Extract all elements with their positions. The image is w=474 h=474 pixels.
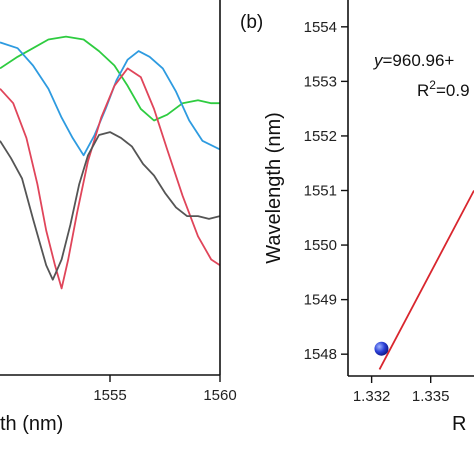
panel-a-series-group <box>0 35 220 290</box>
panel-a-series-line-1 <box>0 35 220 122</box>
panel-a-x-tick-label-2: 1560 <box>203 387 236 404</box>
fit-equation-var: y <box>373 51 384 70</box>
panel-a-x-axis-title: th (nm) <box>0 413 63 435</box>
r-squared-body: =0.9 <box>436 81 470 100</box>
panel-b: (b) 1548 1549 1550 1551 1552 1553 1554 1.332 1.3… <box>240 0 474 435</box>
panel-b-y-tick-label-5: 1552 <box>304 128 337 145</box>
fit-line <box>378 190 474 370</box>
fit-equation-body: =960.96+ <box>383 51 455 70</box>
panel-a-series-line-4 <box>0 131 220 281</box>
panel-a-ticks: 1555 1560 <box>93 375 237 404</box>
panel-b-y-tick-label-7: 1554 <box>304 19 337 36</box>
fit-equation: y=960.96+ <box>373 51 454 70</box>
panel-a-series-line-2 <box>0 41 220 157</box>
r-squared-sup: 2 <box>429 78 436 92</box>
panel-a-series-line-3 <box>0 67 220 290</box>
panel-b-marks <box>374 190 474 370</box>
panel-b-y-axis-title: Wavelength (nm) <box>263 112 285 264</box>
data-point-1 <box>374 341 389 356</box>
panel-b-ticks: 1548 1549 1550 1551 1552 1553 1554 1.332 1.335 <box>304 19 450 405</box>
panel-a-x-tick-label-1: 1555 <box>93 387 126 404</box>
panel-b-y-tick-label-3: 1550 <box>304 237 337 254</box>
panel-b-x-axis-title: R <box>452 413 466 435</box>
panel-b-y-tick-label-4: 1551 <box>304 183 337 200</box>
panel-b-y-tick-label-2: 1549 <box>304 292 337 309</box>
panel-b-y-tick-label-1: 1548 <box>304 346 337 363</box>
panel-a: 1555 1560 th (nm) <box>0 0 237 435</box>
panel-b-label: (b) <box>240 12 263 33</box>
panel-b-y-tick-label-6: 1553 <box>304 73 337 90</box>
r-squared-base: R <box>417 81 429 100</box>
r-squared: R2=0.9 <box>417 78 470 100</box>
panel-b-x-tick-label-2: 1.335 <box>412 388 450 405</box>
panel-b-x-tick-label-1: 1.332 <box>353 388 391 405</box>
